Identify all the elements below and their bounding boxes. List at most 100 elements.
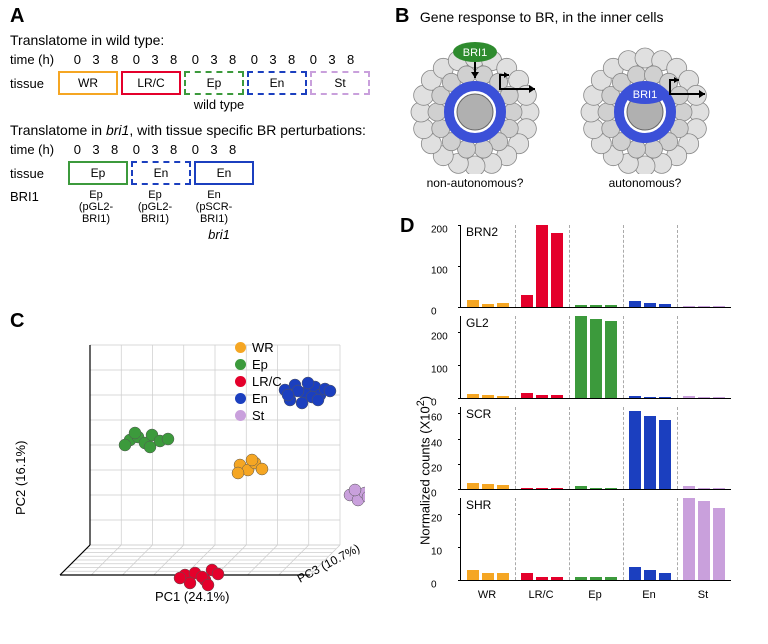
xlabel-WR: WR bbox=[460, 589, 514, 601]
tissue-box-WR: WR bbox=[58, 71, 118, 95]
bri-label: BRI1 bbox=[10, 189, 68, 204]
bar bbox=[644, 303, 656, 307]
xs-left-caption: non-autonomous? bbox=[395, 176, 555, 190]
bar bbox=[590, 319, 602, 398]
gene-label: GL2 bbox=[466, 316, 489, 330]
bar bbox=[713, 508, 725, 580]
xs-left-svg: BRI1 bbox=[395, 34, 555, 174]
tissue-box-Ep: Ep bbox=[184, 71, 244, 95]
chart-SCR: 0204060SCR bbox=[460, 407, 731, 490]
wt-caption: wild type bbox=[68, 97, 370, 112]
bar-charts: 0100200BRN20100200GL20204060SCR01020SHRW… bbox=[400, 225, 760, 601]
bar bbox=[605, 577, 617, 580]
pca-point-Ep bbox=[144, 441, 156, 453]
gene-label: SHR bbox=[466, 498, 491, 512]
bri-construct-row: BRI1 Ep(pGL2-BRI1)Ep(pGL2-BRI1)En(pSCR-B… bbox=[10, 189, 370, 225]
bar bbox=[713, 397, 725, 398]
gene-label: BRN2 bbox=[466, 225, 498, 239]
bar bbox=[629, 396, 641, 398]
bar bbox=[482, 484, 494, 489]
bar bbox=[683, 306, 695, 307]
tissue-box-bri-Ep: Ep bbox=[68, 161, 128, 185]
bar bbox=[467, 300, 479, 307]
tissue-box-bri-En: En bbox=[194, 161, 254, 185]
wt-tissues: WRLR/CEpEnSt bbox=[58, 71, 370, 95]
bar bbox=[698, 306, 710, 307]
bar bbox=[521, 488, 533, 489]
svg-text:PC3 (10.7%): PC3 (10.7%) bbox=[295, 541, 362, 586]
bar bbox=[551, 577, 563, 580]
bar bbox=[497, 573, 509, 580]
bar bbox=[629, 301, 641, 307]
bar bbox=[605, 488, 617, 489]
svg-text:BRI1: BRI1 bbox=[463, 47, 487, 59]
bri-construct: En(pSCR-BRI1) bbox=[186, 189, 242, 225]
bar bbox=[644, 416, 656, 489]
bar bbox=[659, 304, 671, 307]
bar bbox=[482, 573, 494, 580]
panel-a-title-bri: Translatome in bri1, with tissue specifi… bbox=[10, 122, 370, 138]
bar bbox=[536, 488, 548, 489]
legend-En: En bbox=[235, 391, 282, 406]
bar bbox=[644, 570, 656, 580]
bar bbox=[482, 395, 494, 398]
cross-sections: BRI1 non-autonomous? BRI1 autonomous? bbox=[395, 34, 755, 190]
tissue-box-bri-En: En bbox=[131, 161, 191, 185]
chart-GL2: 0100200GL2 bbox=[460, 316, 731, 399]
bar bbox=[698, 488, 710, 489]
pca-point-Ep bbox=[119, 439, 131, 451]
bar bbox=[659, 420, 671, 489]
bri-time-row: time (h) 038038038 bbox=[10, 142, 370, 157]
bar bbox=[551, 488, 563, 489]
pca-point-Ep bbox=[162, 433, 174, 445]
pca-point-En bbox=[324, 385, 336, 397]
xlabel-En: En bbox=[622, 589, 676, 601]
bar bbox=[590, 577, 602, 580]
pca-point-LRC bbox=[202, 579, 214, 591]
bar bbox=[590, 488, 602, 489]
legend-St: St bbox=[235, 408, 282, 423]
panel-a-label: A bbox=[10, 5, 24, 27]
bar bbox=[629, 411, 641, 489]
svg-text:BRI1: BRI1 bbox=[633, 89, 657, 101]
gene-label: SCR bbox=[466, 407, 491, 421]
panel-d: D Normalized counts (X102) 0100200BRN201… bbox=[400, 215, 760, 635]
xs-right-svg: BRI1 bbox=[565, 34, 725, 174]
cross-section-right: BRI1 autonomous? bbox=[565, 34, 725, 190]
bar bbox=[521, 393, 533, 398]
bar bbox=[536, 395, 548, 398]
pca-point-WR bbox=[256, 463, 268, 475]
xlabel-St: St bbox=[676, 589, 730, 601]
wt-time-row: time (h) 038038038038038 bbox=[10, 52, 370, 67]
bar bbox=[521, 295, 533, 307]
legend-WR: WR bbox=[235, 340, 282, 355]
bar bbox=[605, 321, 617, 398]
time-label: time (h) bbox=[10, 52, 68, 67]
pca-point-En bbox=[296, 397, 308, 409]
panel-c: C PC1 (24.1%)PC2 (16.1%)PC3 (10.7%) WREp… bbox=[5, 310, 375, 630]
pca-point-Ep bbox=[129, 427, 141, 439]
bar bbox=[497, 485, 509, 489]
bar bbox=[683, 396, 695, 398]
bar bbox=[605, 305, 617, 307]
bri-labels: Ep(pGL2-BRI1)Ep(pGL2-BRI1)En(pSCR-BRI1) bbox=[68, 189, 242, 225]
bar bbox=[644, 397, 656, 398]
cross-section-left: BRI1 non-autonomous? bbox=[395, 34, 555, 190]
svg-text:PC2 (16.1%): PC2 (16.1%) bbox=[13, 441, 28, 515]
bar bbox=[497, 396, 509, 398]
bar bbox=[575, 316, 587, 398]
bri-times: 038038038 bbox=[68, 142, 242, 157]
pca-legend: WREpLR/CEnSt bbox=[235, 340, 282, 425]
xlabel-Ep: Ep bbox=[568, 589, 622, 601]
tissue-box-En: En bbox=[247, 71, 307, 95]
bar bbox=[521, 573, 533, 580]
pca-point-WR bbox=[246, 454, 258, 466]
legend-Ep: Ep bbox=[235, 357, 282, 372]
tissue-label: tissue bbox=[10, 76, 58, 91]
pca-plot: PC1 (24.1%)PC2 (16.1%)PC3 (10.7%) bbox=[5, 315, 365, 625]
tissue-label2: tissue bbox=[10, 166, 68, 181]
bar bbox=[713, 306, 725, 307]
panel-a: A Translatome in wild type: time (h) 038… bbox=[10, 5, 370, 242]
bar bbox=[713, 488, 725, 489]
xlabel-LR/C: LR/C bbox=[514, 589, 568, 601]
